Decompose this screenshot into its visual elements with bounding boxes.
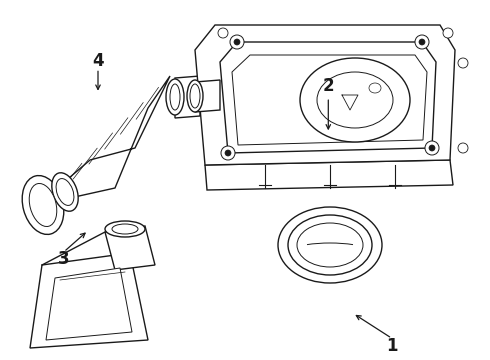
Ellipse shape [369,83,381,93]
Ellipse shape [187,80,203,112]
Ellipse shape [112,224,138,234]
Ellipse shape [29,184,57,226]
Ellipse shape [56,179,74,206]
Ellipse shape [234,39,240,45]
Ellipse shape [288,215,372,275]
Ellipse shape [419,39,425,45]
Ellipse shape [230,35,244,49]
Polygon shape [105,226,155,270]
Polygon shape [30,76,170,220]
Polygon shape [342,95,358,110]
Polygon shape [46,268,132,340]
Polygon shape [195,25,455,165]
Polygon shape [30,253,148,348]
Polygon shape [205,160,453,190]
Polygon shape [232,55,427,145]
Ellipse shape [425,141,439,155]
Ellipse shape [22,176,64,234]
Polygon shape [195,80,220,112]
Ellipse shape [300,58,410,142]
Ellipse shape [297,223,363,267]
Ellipse shape [218,28,228,38]
Ellipse shape [458,58,468,68]
Ellipse shape [170,84,180,110]
Ellipse shape [443,28,453,38]
Text: 3: 3 [58,250,70,268]
Ellipse shape [317,72,393,128]
Ellipse shape [190,84,200,108]
Ellipse shape [105,221,145,237]
Ellipse shape [221,146,235,160]
Ellipse shape [166,79,184,115]
Polygon shape [220,42,436,153]
Ellipse shape [52,173,78,211]
Ellipse shape [415,35,429,49]
Text: 4: 4 [92,52,104,70]
Text: 2: 2 [322,77,334,95]
Ellipse shape [225,150,231,156]
Text: 1: 1 [386,337,398,355]
Ellipse shape [458,143,468,153]
Polygon shape [175,76,200,118]
Ellipse shape [278,207,382,283]
Ellipse shape [429,145,435,151]
